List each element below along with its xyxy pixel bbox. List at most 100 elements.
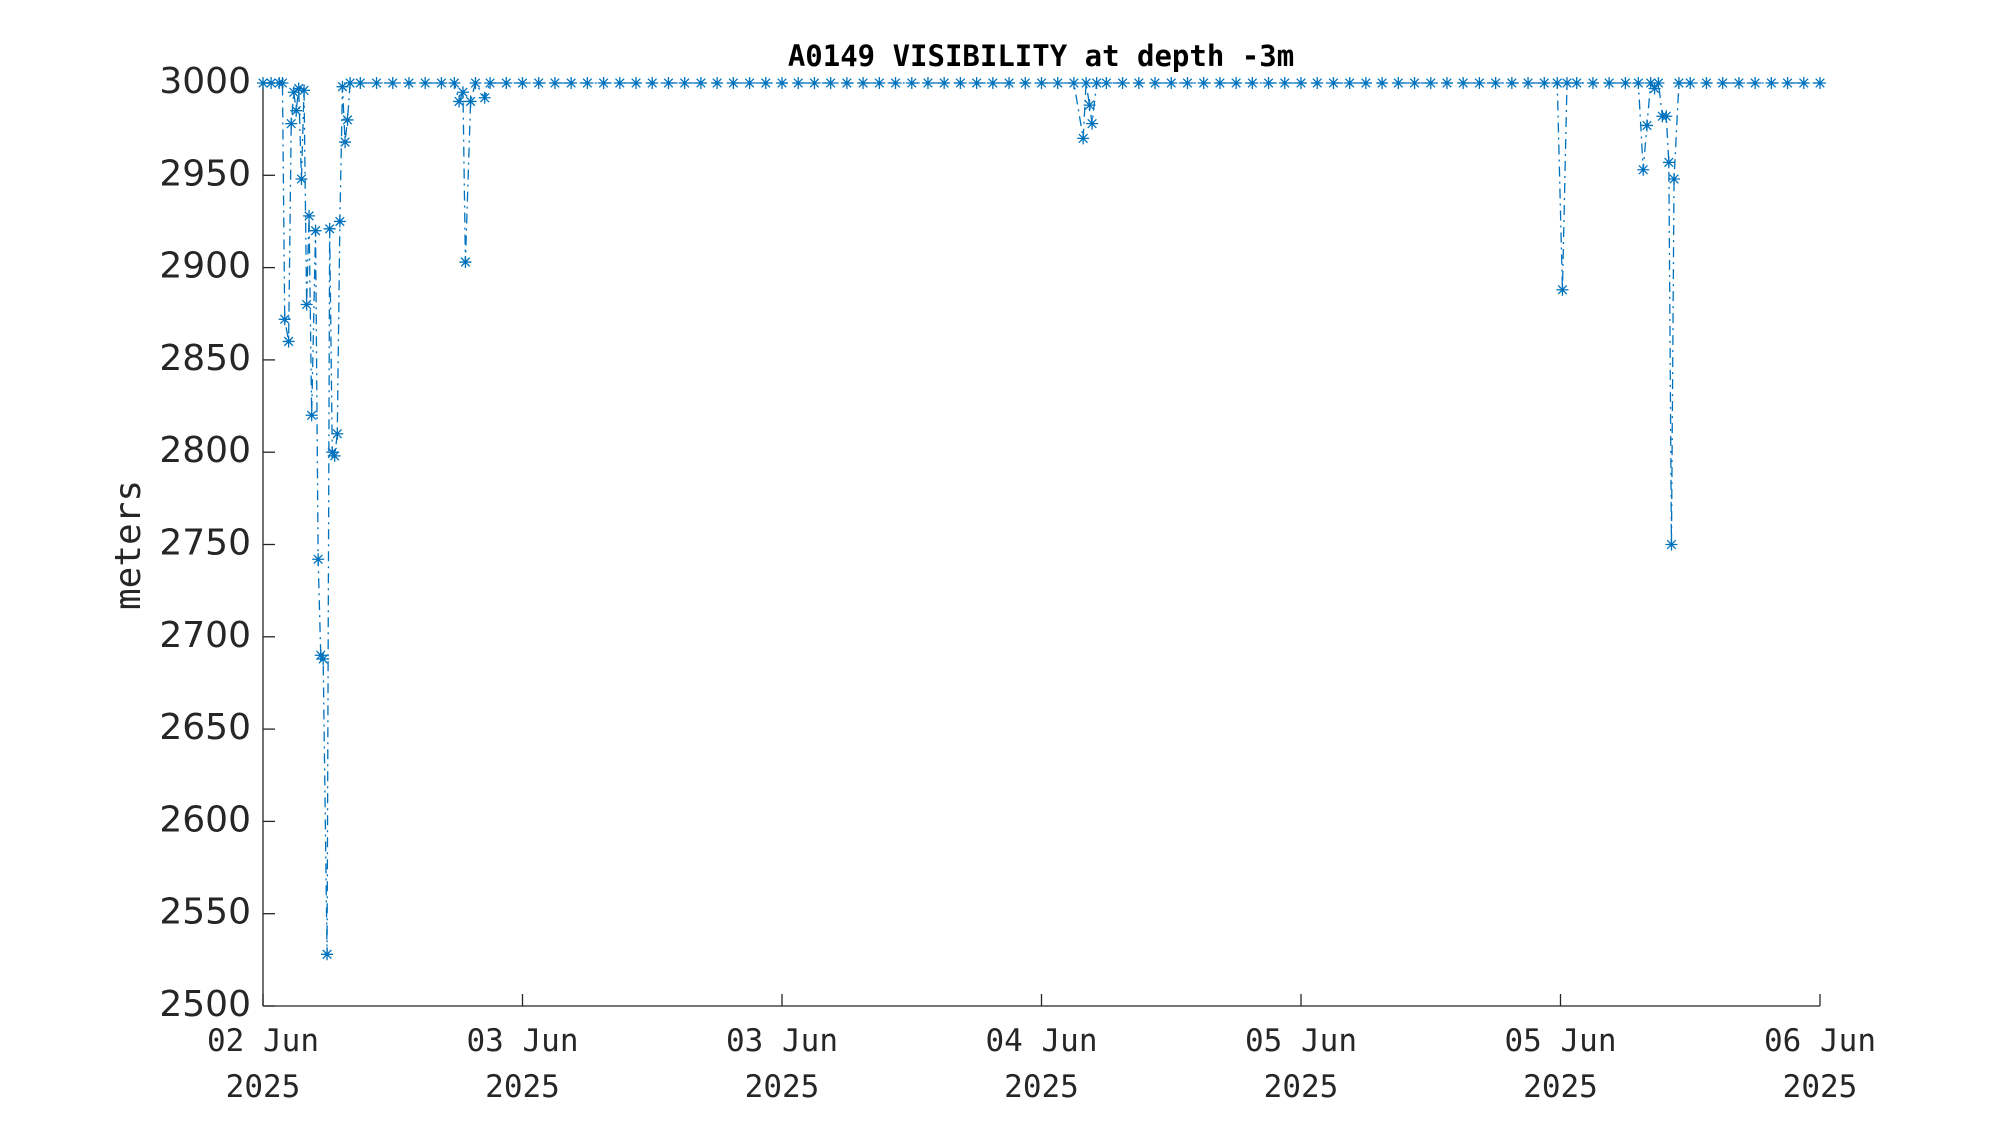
data-point: [970, 77, 983, 89]
data-point: [1538, 77, 1551, 89]
data-point: [314, 649, 327, 662]
data-point: [759, 77, 772, 89]
data-point: [1551, 77, 1564, 89]
data-point: [1700, 77, 1713, 89]
data-point: [1246, 77, 1259, 89]
data-point: [282, 335, 295, 348]
data-point: [1716, 77, 1729, 89]
data-point: [1556, 283, 1569, 296]
data-point: [1662, 156, 1675, 169]
y-tick-label: 2600: [159, 799, 251, 840]
data-point: [287, 86, 300, 99]
data-point: [328, 449, 341, 462]
data-point: [905, 77, 918, 89]
data-point: [808, 77, 821, 89]
data-point: [1359, 77, 1372, 89]
data-point: [276, 77, 289, 89]
data-point: [597, 77, 610, 89]
data-point: [873, 77, 886, 89]
data-point: [1376, 77, 1389, 89]
y-tick-label: 2950: [159, 153, 251, 194]
data-point: [1632, 77, 1645, 89]
data-point: [1100, 77, 1113, 89]
data-point: [1083, 99, 1096, 112]
data-point: [1181, 77, 1194, 89]
data-point: [1197, 77, 1210, 89]
y-tick-label: 2700: [159, 615, 251, 656]
data-point: [331, 427, 344, 440]
data-point: [344, 77, 357, 89]
data-point: [333, 215, 346, 228]
data-point: [1213, 77, 1226, 89]
data-point: [743, 77, 756, 89]
data-point: [1560, 77, 1573, 89]
data-point: [500, 77, 513, 89]
data-point: [1086, 117, 1099, 130]
data-point: [285, 117, 298, 130]
data-point: [1648, 82, 1661, 95]
data-point: [727, 77, 740, 89]
data-point: [986, 77, 999, 89]
data-point: [1749, 77, 1762, 89]
y-tick-label: 2850: [159, 338, 251, 379]
data-point: [1230, 77, 1243, 89]
data-point: [1278, 77, 1291, 89]
data-point: [630, 77, 643, 89]
data-point: [1489, 77, 1502, 89]
data-point: [1424, 77, 1437, 89]
data-point: [1392, 77, 1405, 89]
x-tick-label: 03 Jun 2025: [726, 1023, 838, 1105]
data-point: [840, 77, 853, 89]
data-point: [1781, 77, 1794, 89]
data-point: [1003, 77, 1016, 89]
data-point: [290, 104, 303, 117]
data-point: [339, 136, 352, 149]
data-point: [1343, 77, 1356, 89]
data-point: [305, 409, 318, 422]
data-point: [565, 77, 578, 89]
data-point: [448, 77, 461, 89]
data-point: [694, 77, 707, 89]
data-point: [938, 77, 951, 89]
data-point: [532, 77, 545, 89]
data-point: [1295, 77, 1307, 89]
data-point: [1457, 77, 1470, 89]
data-point: [613, 77, 626, 89]
data-point: [402, 77, 415, 89]
data-point: [1165, 77, 1178, 89]
data-point: [295, 172, 308, 185]
data-point: [1672, 77, 1685, 89]
data-point: [1637, 163, 1650, 176]
data-point: [1116, 77, 1129, 89]
data-point: [300, 298, 313, 311]
data-point: [341, 113, 354, 126]
data-point: [321, 948, 334, 961]
data-point: [1660, 110, 1673, 123]
data-point: [298, 84, 311, 97]
data-point: [469, 77, 482, 89]
data-point: [646, 77, 659, 89]
data-point: [453, 95, 466, 108]
data-point: [1149, 77, 1162, 89]
data-point: [1652, 77, 1665, 89]
series-line: [263, 81, 1820, 955]
data-point: [921, 77, 934, 89]
data-point: [857, 77, 870, 89]
data-point: [1035, 77, 1048, 89]
y-tick-label: 2500: [159, 984, 251, 1025]
data-point: [1603, 77, 1616, 89]
y-tick-label: 2800: [159, 430, 251, 471]
data-point: [435, 77, 448, 89]
data-point: [1570, 77, 1583, 89]
x-tick-label: 03 Jun 2025: [466, 1023, 579, 1105]
chart-title: A0149 VISIBILITY at depth -3m: [788, 39, 1294, 73]
data-point: [1522, 77, 1535, 89]
data-point: [954, 77, 967, 89]
y-axis-label: meters: [108, 480, 149, 610]
data-point: [336, 80, 349, 93]
data-point: [1814, 77, 1826, 89]
y-tick-label: 2650: [159, 707, 251, 748]
x-tick-label: 05 Jun 2025: [1504, 1023, 1617, 1105]
data-point: [386, 77, 399, 89]
